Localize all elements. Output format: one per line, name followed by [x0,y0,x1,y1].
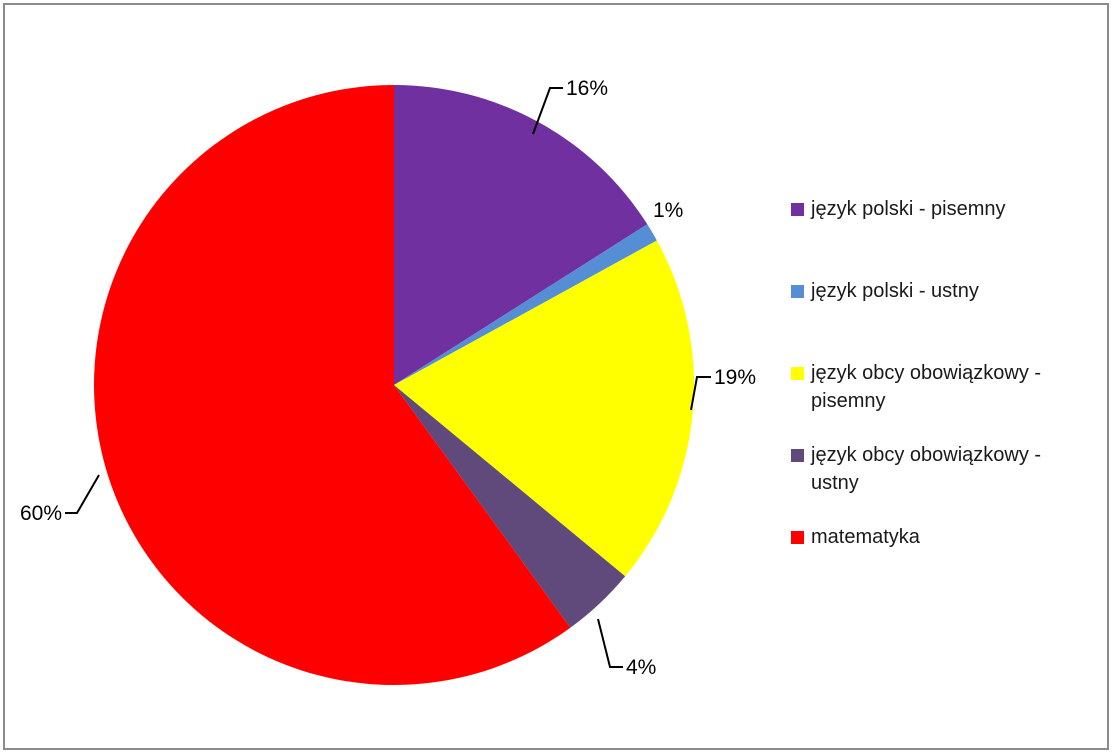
chart-frame: 16% 1% 19% 4% 60% język polski - pisemny jęz… [3,3,1109,750]
pie-slice-jezyk-obcy-obowiazkowy-pisemny [394,240,694,577]
data-label-jezyk-polski-pisemny: 16% [566,77,608,100]
pie-slice-jezyk-polski-pisemny [394,85,648,385]
leader-line-jezyk-obcy-obowiazkowy-ustny [597,618,623,668]
data-label-jezyk-obcy-obowiazkowy-ustny: 4% [626,656,656,679]
legend-label: język polski - pisemny [811,198,1006,220]
data-label-jezyk-obcy-obowiazkowy-pisemny: 19% [714,366,756,389]
legend-label: matematyka [811,526,920,548]
leader-line-jezyk-obcy-obowiazkowy-pisemny [690,376,711,411]
data-label-jezyk-polski-ustny: 1% [653,199,683,222]
leader-line-jezyk-polski-pisemny [532,87,563,135]
leader-line-matematyka [65,474,100,514]
pie-slice-matematyka [94,85,571,685]
legend-swatch [791,285,804,298]
legend-item-matematyka: matematyka [791,523,1091,551]
legend-item-jezyk-polski-ustny: język polski - ustny [791,277,1091,305]
pie-slices [94,85,694,685]
legend-item-jezyk-obcy-pisemny: język obcy obowiązkowy - pisemny [791,359,1091,415]
legend-swatch [791,203,804,216]
pie-slice-jezyk-obcy-obowiazkowy-ustny [394,385,626,628]
legend-item-jezyk-polski-pisemny: język polski - pisemny [791,195,1091,223]
legend-item-jezyk-obcy-ustny: język obcy obowiązkowy - ustny [791,441,1091,497]
legend-swatch [791,531,804,544]
legend-swatch [791,367,804,380]
leader-lines [65,87,711,668]
pie-chart: 16% 1% 19% 4% 60% [20,77,756,685]
legend-label: język obcy obowiązkowy - ustny [811,444,1042,494]
data-labels: 16% 1% 19% 4% 60% [20,77,756,679]
legend-swatch [791,449,804,462]
legend-label: język obcy obowiązkowy - pisemny [811,362,1042,412]
data-label-matematyka: 60% [20,502,62,525]
pie-slice-jezyk-polski-ustny [394,224,657,385]
legend-label: język polski - ustny [811,280,979,302]
